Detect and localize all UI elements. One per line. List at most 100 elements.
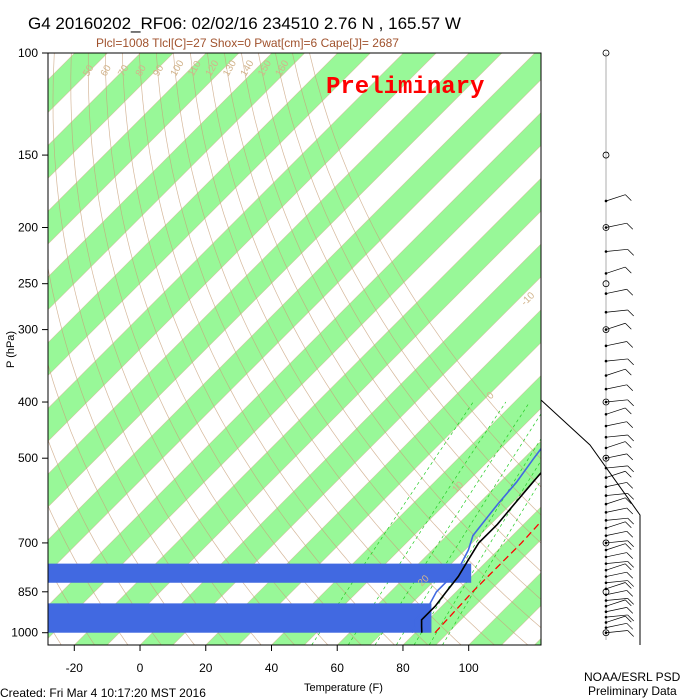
wind-barb-feather bbox=[625, 563, 632, 571]
wind-barb bbox=[605, 322, 626, 330]
wind-barb bbox=[605, 563, 626, 571]
isotherm-line bbox=[238, 342, 541, 645]
wind-barb bbox=[605, 561, 628, 564]
y-tick-label: 300 bbox=[18, 323, 38, 337]
wind-barb bbox=[605, 599, 626, 607]
isotherm-line bbox=[205, 309, 541, 645]
moisture-fill-lower bbox=[48, 603, 432, 633]
y-axis-label: P (hPa) bbox=[5, 331, 17, 368]
dry-adiabat-label: 90 bbox=[151, 63, 166, 79]
wind-barb bbox=[605, 222, 627, 228]
isotherm-line bbox=[48, 112, 541, 606]
isotherm-line bbox=[172, 276, 541, 645]
wind-barb-feather bbox=[627, 358, 634, 366]
moisture-fill-upper bbox=[48, 563, 472, 583]
wind-barb bbox=[605, 497, 626, 505]
isotherm-line bbox=[402, 506, 541, 645]
wind-dot bbox=[604, 476, 608, 479]
x-tick-label: 100 bbox=[459, 661, 479, 675]
green-band bbox=[600, 0, 700, 645]
wind-barb bbox=[605, 552, 627, 558]
wind-barb-feather bbox=[625, 368, 632, 376]
isotherm-line bbox=[48, 53, 306, 311]
dry-adiabat-label: 80 bbox=[134, 63, 149, 79]
wind-barb-feather bbox=[627, 493, 634, 500]
x-axis-label: Temperature (F) bbox=[304, 682, 383, 694]
isotherm-line bbox=[600, 0, 700, 645]
y-tick-label: 850 bbox=[18, 585, 38, 599]
green-band bbox=[666, 0, 700, 645]
dry-adiabat-label: 70 bbox=[116, 63, 131, 79]
wind-dot bbox=[604, 413, 608, 416]
isotherm-line bbox=[74, 177, 541, 645]
green-band bbox=[48, 112, 541, 639]
wind-barb-feather bbox=[626, 222, 634, 230]
wind-barb-feather bbox=[625, 266, 632, 274]
wind-barb bbox=[605, 453, 627, 459]
isotherm-line bbox=[666, 0, 700, 645]
dry-adiabat-line bbox=[207, 53, 541, 629]
wind-barb-feather bbox=[626, 482, 634, 489]
wind-barb-feather bbox=[625, 582, 632, 589]
wind-barb bbox=[605, 590, 627, 596]
chart-title: G4 20160202_RF06: 02/02/16 234510 2.76 N… bbox=[28, 14, 461, 33]
wind-dot bbox=[604, 374, 608, 377]
wind-barb-feather bbox=[626, 453, 634, 461]
wind-dot bbox=[604, 502, 608, 506]
x-tick-label: 80 bbox=[396, 661, 410, 675]
dry-adiabat-line bbox=[173, 53, 495, 645]
wind-barb bbox=[605, 399, 628, 403]
wind-barb-feather bbox=[626, 552, 634, 559]
wind-barb-feather bbox=[627, 465, 634, 473]
wind-barb bbox=[605, 434, 628, 438]
wind-barb bbox=[605, 571, 627, 577]
wind-barb bbox=[605, 407, 626, 415]
isotherm-label: -20 bbox=[554, 196, 572, 214]
isotherm-lines bbox=[48, 0, 700, 645]
wind-barb-feather bbox=[627, 517, 634, 525]
chart-subtitle: Plcl=1008 Tlcl[C]=27 Shox=0 Pwat[cm]=6 C… bbox=[96, 36, 399, 50]
wind-barb-feather bbox=[627, 580, 634, 587]
wind-barb-feather bbox=[626, 571, 634, 579]
isotherm-line bbox=[48, 53, 536, 541]
wind-barb bbox=[605, 341, 627, 347]
dry-adiabat-label: 60 bbox=[99, 63, 114, 79]
preliminary-stamp: Preliminary bbox=[326, 74, 484, 101]
dry-adiabat-line bbox=[292, 53, 541, 488]
green-band bbox=[48, 53, 541, 573]
agency-label: NOAA/ESRL PSD bbox=[584, 670, 681, 684]
wind-barb-feather bbox=[625, 521, 632, 529]
wind-panel-outline bbox=[540, 399, 641, 645]
x-tick-label: 0 bbox=[137, 661, 144, 675]
wind-barb bbox=[605, 540, 628, 544]
isotherm-line bbox=[337, 440, 541, 645]
wind-barb bbox=[605, 582, 626, 590]
wind-barb bbox=[605, 266, 626, 274]
wind-barb-feather bbox=[627, 309, 634, 317]
wind-station-circle bbox=[602, 280, 610, 288]
wind-barb-feather bbox=[627, 434, 634, 442]
wind-barb bbox=[605, 465, 628, 469]
wind-barb-feather bbox=[625, 497, 632, 505]
wind-barb bbox=[605, 580, 628, 584]
wind-barb-feather bbox=[626, 507, 634, 515]
wind-barb bbox=[605, 358, 628, 362]
mixing-ratio-label: 20 bbox=[618, 282, 630, 294]
dewpoint-line bbox=[411, 447, 541, 634]
temperature-axis: -20 0 20 40 60 80 100 bbox=[66, 645, 479, 675]
mixing-ratio-label: 32 bbox=[657, 282, 669, 294]
wind-station-circle bbox=[602, 49, 610, 57]
wind-barb bbox=[605, 421, 627, 427]
wind-barb bbox=[605, 521, 626, 529]
y-tick-label: 200 bbox=[18, 221, 38, 235]
isotherm-line bbox=[633, 0, 700, 645]
wind-barb-feather bbox=[627, 630, 634, 637]
x-tick-label: 20 bbox=[199, 661, 213, 675]
y-tick-label: 1000 bbox=[11, 626, 38, 640]
mixing-ratio-line bbox=[428, 460, 541, 645]
isotherm-line bbox=[567, 0, 700, 645]
x-tick-label: 40 bbox=[265, 661, 279, 675]
isotherm-line bbox=[304, 407, 541, 645]
wind-barb-feather bbox=[625, 194, 632, 201]
